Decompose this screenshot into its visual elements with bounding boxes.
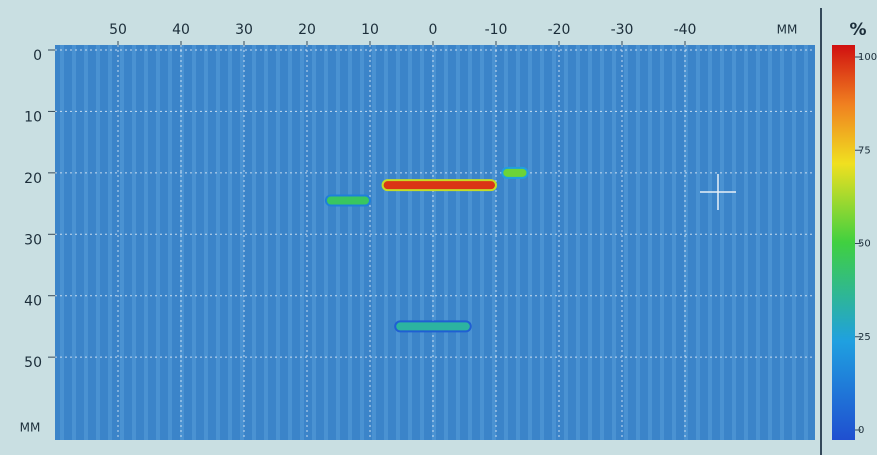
x-tick-label: 20 — [298, 22, 316, 38]
y-tick-label: 30 — [24, 232, 42, 248]
y-unit: MM — [20, 421, 41, 435]
indication — [395, 321, 471, 331]
x-tick-label: -30 — [611, 22, 634, 38]
x-tick-label: -10 — [485, 22, 508, 38]
scan-area — [55, 45, 815, 440]
x-tick-label: 10 — [361, 22, 379, 38]
y-tick-label: 0 — [33, 48, 42, 64]
x-tick-label: 30 — [235, 22, 253, 38]
indication — [502, 168, 527, 178]
divider — [820, 8, 822, 455]
x-tick-label: -40 — [674, 22, 697, 38]
page: 50403020100-10-20-30-4001020304050025507… — [0, 0, 877, 455]
x-tick-label: 0 — [429, 22, 438, 38]
y-tick-label: 40 — [24, 294, 42, 310]
x-unit: MM — [777, 23, 798, 37]
indication — [383, 180, 496, 190]
x-tick-label: -20 — [548, 22, 571, 38]
y-tick-label: 10 — [24, 109, 42, 125]
colorbar-title: % — [849, 20, 866, 40]
scan-view: 50403020100-10-20-30-4001020304050025507… — [0, 0, 877, 455]
x-tick-label: 50 — [109, 22, 127, 38]
y-tick-label: 20 — [24, 171, 42, 187]
x-tick-label: 40 — [172, 22, 190, 38]
y-tick-label: 50 — [24, 355, 42, 371]
indication — [326, 196, 370, 206]
colorbar — [832, 45, 855, 440]
